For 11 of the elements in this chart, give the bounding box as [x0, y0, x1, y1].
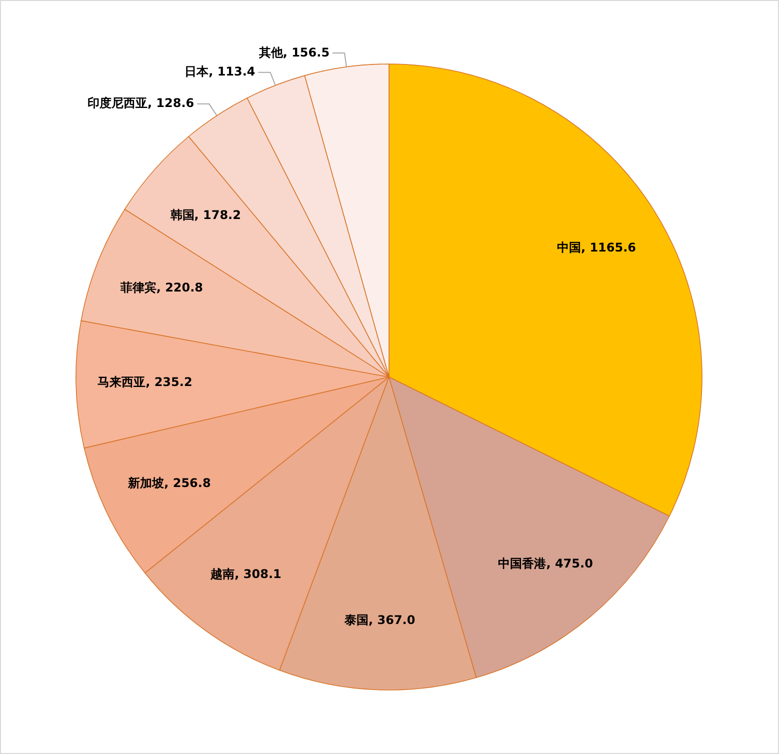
slice-label: 日本, 113.4 [184, 64, 256, 79]
slice-label: 印度尼西亚, 128.6 [87, 96, 194, 110]
slice-label: 菲律宾, 220.8 [119, 280, 204, 294]
slice-label: 新加坡, 256.8 [127, 476, 211, 490]
slice-label: 马来西亚, 235.2 [98, 375, 192, 390]
slice-label: 泰国, 367.0 [344, 613, 416, 628]
slice-label: 其他, 156.5 [258, 45, 330, 60]
slice-label: 越南, 308.1 [210, 567, 282, 582]
slice-label: 中国香港, 475.0 [498, 556, 593, 571]
slice-label: 中国, 1165.6 [556, 240, 636, 255]
slice-label: 韩国, 178.2 [169, 208, 241, 222]
